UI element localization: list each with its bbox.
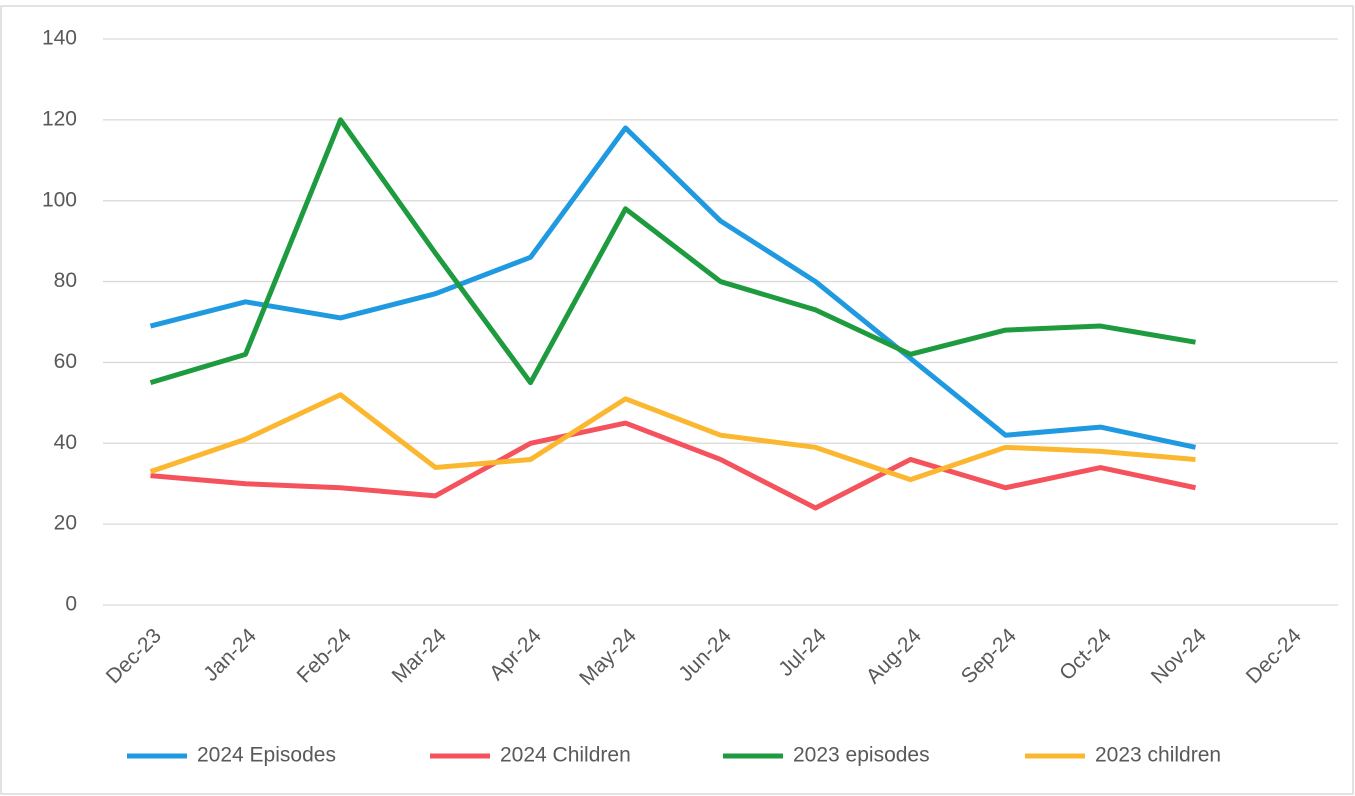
y-tick-label: 80 — [54, 269, 77, 292]
legend-label: 2023 children — [1095, 744, 1221, 767]
y-tick-label: 0 — [65, 593, 77, 616]
y-tick-label: 100 — [42, 188, 77, 211]
y-tick-label: 140 — [42, 27, 77, 50]
legend-label: 2023 episodes — [793, 744, 930, 767]
series-line — [149, 125, 1197, 450]
y-tick-label: 20 — [54, 512, 77, 535]
legend-label: 2024 Children — [500, 744, 631, 767]
legend-label: 2024 Episodes — [197, 744, 336, 767]
y-tick-label: 40 — [54, 431, 77, 454]
series-line — [150, 420, 1197, 511]
y-tick-label: 60 — [54, 350, 77, 373]
chart-border — [0, 5, 1354, 795]
series-line — [149, 117, 1196, 386]
y-tick-label: 120 — [42, 107, 77, 130]
series-line — [149, 392, 1196, 483]
